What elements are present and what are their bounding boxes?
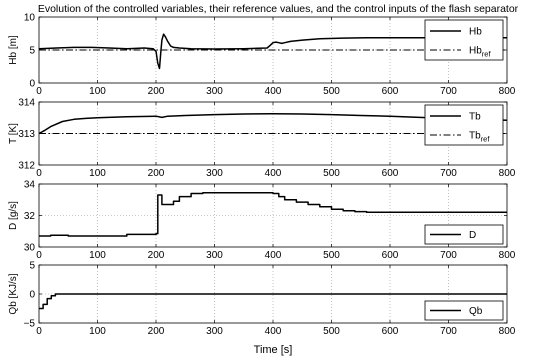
x-tick-label: 100: [89, 250, 106, 261]
y-axis-label: D [g/s]: [8, 201, 19, 230]
x-tick-label: 300: [206, 250, 223, 261]
x-tick-label: 600: [382, 326, 399, 337]
x-tick-label: 800: [499, 326, 516, 337]
x-tick-label: 300: [206, 86, 223, 97]
x-tick-label: 100: [89, 168, 106, 179]
y-tick-label: −5: [24, 319, 36, 330]
legend: Hb Hbref: [424, 19, 504, 61]
x-tick-label: 0: [36, 250, 42, 261]
y-axis-label: Hb [m]: [8, 35, 19, 65]
legend-box: [424, 19, 504, 61]
x-tick-label: 500: [323, 326, 340, 337]
y-tick-label: 312: [18, 161, 35, 172]
y-tick-label: 5: [29, 46, 35, 57]
legend-label: Tb: [469, 112, 481, 123]
x-tick-label: 700: [440, 250, 457, 261]
legend-box: [424, 300, 504, 321]
legend-label-subscript: ref: [481, 135, 491, 144]
figure-title: Evolution of the controlled variables, t…: [38, 3, 519, 15]
series-line-hb: [38, 33, 507, 70]
y-tick-label: 0: [29, 79, 35, 90]
x-tick-label: 400: [265, 86, 282, 97]
x-tick-label: 500: [323, 250, 340, 261]
legend-label: Hb: [469, 27, 482, 38]
x-tick-label: 700: [440, 326, 457, 337]
y-tick-label: 34: [24, 180, 36, 191]
legend: Qb: [424, 300, 504, 321]
x-tick-label: 600: [382, 168, 399, 179]
axes-box: [38, 183, 508, 248]
y-axis-label: T [K]: [8, 123, 19, 144]
x-tick-label: 400: [265, 168, 282, 179]
legend-label: Hbref: [469, 46, 491, 59]
x-tick-label: 600: [382, 250, 399, 261]
x-tick-label: 400: [265, 326, 282, 337]
legend-label: Qb: [469, 306, 483, 317]
x-tick-label: 200: [148, 250, 165, 261]
x-tick-label: 800: [499, 250, 516, 261]
x-axis-label: Time [s]: [254, 344, 293, 356]
x-tick-label: 400: [265, 250, 282, 261]
x-tick-label: 700: [440, 168, 457, 179]
x-tick-label: 500: [323, 168, 340, 179]
chart-panel-3: 0 100 200 300 400 500 600 700 800 30 32 34 D [g/s] D: [8, 180, 516, 262]
y-tick-label: 313: [18, 129, 35, 140]
series-line-tb: [38, 112, 508, 135]
legend-label: Tbref: [469, 131, 490, 144]
legend-box: [424, 224, 504, 245]
y-tick-label: 5: [29, 261, 35, 272]
legend-label: D: [469, 230, 476, 241]
x-tick-label: 200: [148, 168, 165, 179]
chart-panel-2: 0 100 200 300 400 500 600 700 800 312 313 314 T [K] T…: [8, 98, 516, 180]
chart-panel-1: 0 100 200 300 400 500 600 700 800 0 5 10 Hb [m] Hb Hbr…: [8, 13, 516, 98]
series-line-d: [39, 191, 507, 237]
y-tick-label: 32: [24, 211, 36, 222]
legend-box: [424, 104, 504, 146]
x-tick-label: 0: [36, 168, 42, 179]
y-tick-label: 0: [29, 290, 35, 301]
x-tick-label: 0: [36, 86, 42, 97]
x-tick-label: 600: [382, 86, 399, 97]
x-tick-label: 500: [323, 86, 340, 97]
series-line-qb: [39, 293, 507, 310]
y-tick-label: 10: [24, 13, 36, 24]
x-tick-label: 200: [148, 326, 165, 337]
x-tick-label: 800: [499, 168, 516, 179]
y-axis-label: Qb [KJ/s]: [8, 273, 19, 314]
x-tick-label: 800: [499, 86, 516, 97]
x-tick-label: 700: [440, 86, 457, 97]
x-tick-label: 0: [36, 326, 42, 337]
x-tick-label: 200: [148, 86, 165, 97]
legend-label-subscript: ref: [482, 50, 492, 59]
x-tick-label: 100: [89, 326, 106, 337]
y-tick-label: 30: [24, 243, 36, 254]
x-tick-label: 100: [89, 86, 106, 97]
legend: Tb Tbref: [424, 104, 504, 146]
x-tick-label: 300: [206, 168, 223, 179]
x-tick-label: 300: [206, 326, 223, 337]
legend: D: [424, 224, 504, 245]
y-tick-label: 314: [18, 98, 35, 109]
